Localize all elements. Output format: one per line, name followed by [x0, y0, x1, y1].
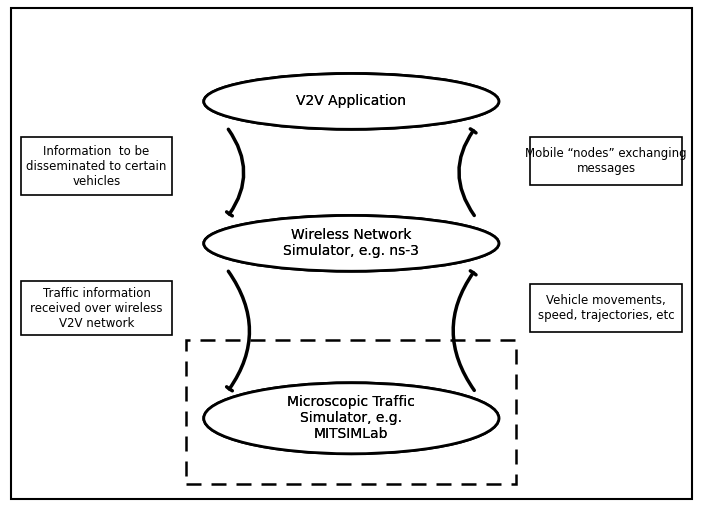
Ellipse shape [204, 383, 499, 454]
Ellipse shape [204, 383, 499, 454]
Text: Mobile “nodes” exchanging
messages: Mobile “nodes” exchanging messages [525, 147, 687, 175]
Text: Traffic information
received over wireless
V2V network: Traffic information received over wirele… [30, 286, 163, 330]
Bar [186, 340, 516, 484]
Ellipse shape [204, 215, 499, 271]
Ellipse shape [204, 74, 499, 129]
Text: Microscopic Traffic
Simulator, e.g.
MITSIMLab: Microscopic Traffic Simulator, e.g. MITS… [287, 395, 416, 442]
Text: V2V Application: V2V Application [297, 94, 406, 108]
Text: Microscopic Traffic
Simulator, e.g.
MITSIMLab: Microscopic Traffic Simulator, e.g. MITS… [287, 395, 416, 442]
Bar [530, 137, 682, 185]
Bar [21, 137, 172, 195]
Bar [21, 281, 172, 335]
Ellipse shape [204, 74, 499, 129]
Text: Wireless Network
Simulator, e.g. ns-3: Wireless Network Simulator, e.g. ns-3 [283, 228, 419, 259]
Text: V2V Application: V2V Application [297, 94, 406, 108]
Bar [530, 284, 682, 332]
Ellipse shape [204, 215, 499, 271]
Text: Wireless Network
Simulator, e.g. ns-3: Wireless Network Simulator, e.g. ns-3 [283, 228, 419, 259]
Text: Information  to be
disseminated to certain
vehicles: Information to be disseminated to certai… [26, 144, 167, 188]
Text: Vehicle movements,
speed, trajectories, etc: Vehicle movements, speed, trajectories, … [537, 294, 674, 322]
